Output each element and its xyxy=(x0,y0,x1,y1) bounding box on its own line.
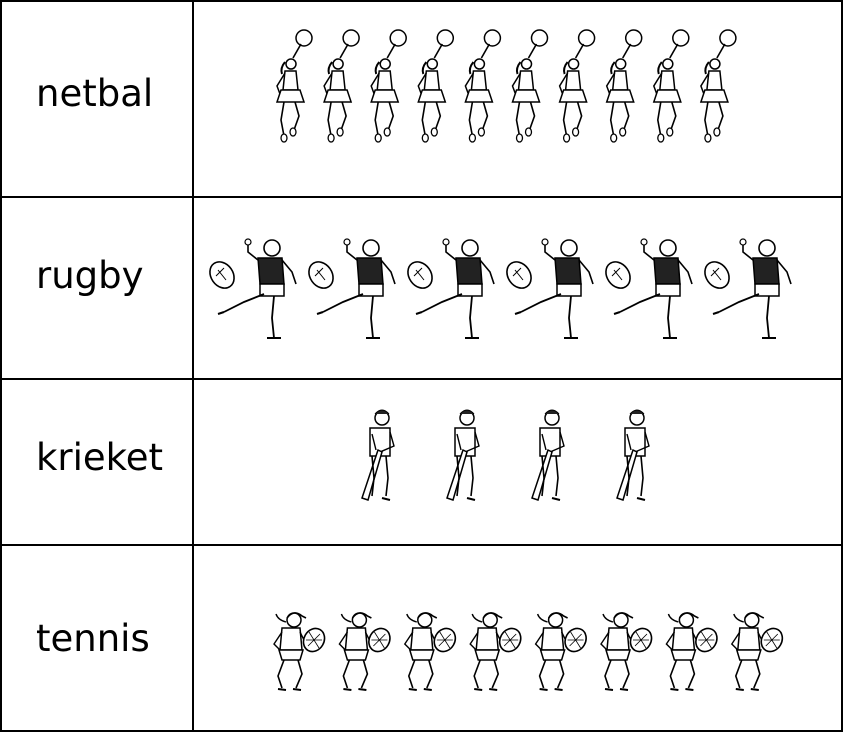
cricket-batsman-icon-krieket-3 xyxy=(531,409,565,501)
rugby-player-kicking-icon-rugby-4 xyxy=(500,238,594,339)
netball-player-icon-netbal-6 xyxy=(511,29,549,143)
tennis-player-icon-tennis-1 xyxy=(273,611,330,691)
tennis-player-icon-tennis-6 xyxy=(600,611,657,691)
category-label-tennis: tennis xyxy=(36,617,150,660)
netball-player-icon-netbal-8 xyxy=(605,29,643,143)
netball-player-icon-netbal-2 xyxy=(323,29,361,143)
netball-player-icon-netbal-7 xyxy=(558,29,596,143)
cricket-batsman-icon-krieket-4 xyxy=(616,409,650,501)
tennis-player-icon-tennis-8 xyxy=(730,611,788,691)
pictogram-marks xyxy=(203,29,792,691)
rugby-player-kicking-icon-rugby-5 xyxy=(599,238,693,339)
netball-player-icon-netbal-4 xyxy=(417,29,455,143)
tennis-player-icon-tennis-4 xyxy=(469,611,526,691)
rugby-player-kicking-icon-rugby-1 xyxy=(203,238,297,339)
tennis-player-icon-tennis-5 xyxy=(534,611,592,691)
category-label-rugby: rugby xyxy=(36,254,144,297)
rugby-player-kicking-icon-rugby-3 xyxy=(401,238,495,339)
rugby-player-kicking-icon-rugby-6 xyxy=(698,238,792,339)
netball-player-icon-netbal-10 xyxy=(699,29,737,143)
netball-player-icon-netbal-5 xyxy=(464,29,502,143)
tennis-player-icon-tennis-2 xyxy=(338,611,396,691)
tennis-player-icon-tennis-7 xyxy=(665,611,723,691)
cricket-batsman-icon-krieket-1 xyxy=(361,409,395,501)
tennis-player-icon-tennis-3 xyxy=(403,611,461,691)
category-label-krieket: krieket xyxy=(36,436,163,479)
rugby-player-kicking-icon-rugby-2 xyxy=(302,238,396,339)
cricket-batsman-icon-krieket-2 xyxy=(446,409,480,501)
netball-player-icon-netbal-9 xyxy=(652,29,690,143)
category-label-netbal: netbal xyxy=(36,72,153,115)
netball-player-icon-netbal-3 xyxy=(370,29,408,143)
netball-player-icon-netbal-1 xyxy=(276,29,313,143)
